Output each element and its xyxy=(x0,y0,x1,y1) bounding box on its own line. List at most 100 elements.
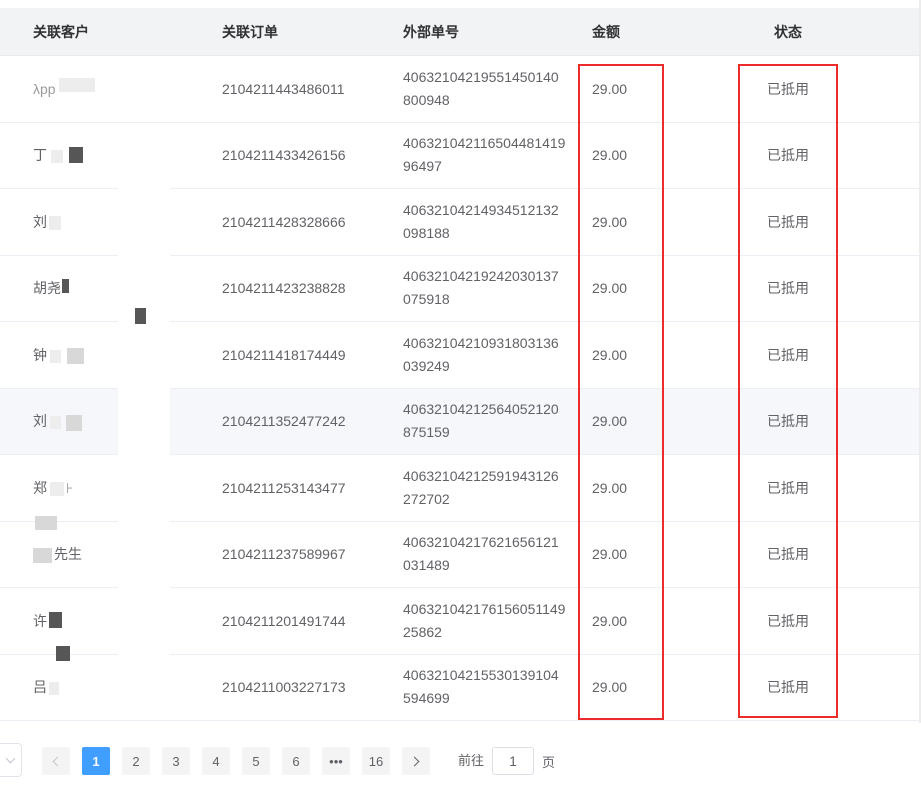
annotation-box-status xyxy=(738,64,838,718)
customer-cell: 胡尧 xyxy=(0,256,189,324)
table-row: 胡尧 2104211423238828 40632104219242030137… xyxy=(0,256,921,324)
amount-cell: 29.00 xyxy=(559,388,655,455)
customer-cell: 丁 xyxy=(0,123,189,189)
external-no-line2: 875159 xyxy=(403,424,450,441)
next-page-button[interactable] xyxy=(402,747,430,775)
redaction-block xyxy=(135,307,146,324)
customer-name-partial: ⊦ xyxy=(66,479,74,496)
redaction-block xyxy=(50,416,61,430)
order-cell: 2104211418174449 xyxy=(189,322,370,389)
prev-page-button[interactable] xyxy=(42,747,70,775)
status-cell: 已抵用 xyxy=(655,123,921,189)
page-size-select[interactable] xyxy=(0,743,22,777)
right-edge-divider xyxy=(919,0,921,723)
external-no-line2: 25862 xyxy=(403,623,442,640)
external-no-line1: 40632104219551450140 xyxy=(403,68,559,85)
status-cell: 已抵用 xyxy=(655,455,921,522)
external-no-line1: 40632104214934512132 xyxy=(403,201,559,218)
order-cell: 2104211428328666 xyxy=(189,189,370,256)
external-no-cell: 40632104215530139104 594699 xyxy=(370,655,559,721)
external-no-cell: 406321042116504481419 96497 xyxy=(370,123,566,189)
table-row: 丁 2104211433426156 406321042116504481419… xyxy=(0,123,921,189)
amount-cell: 29.00 xyxy=(559,123,655,189)
external-no-cell: 406321042176156051149 25862 xyxy=(370,588,566,655)
table-row: 先生 2104211237589967 40632104217621656121… xyxy=(0,522,921,588)
table-header-row: 关联客户 关联订单 外部单号 金额 状态 xyxy=(0,8,921,56)
status-cell: 已抵用 xyxy=(655,388,921,455)
external-no-line1: 406321042116504481419 xyxy=(403,135,566,152)
status-cell: 已抵用 xyxy=(655,655,921,721)
table-row: 吕 2104211003227173 40632104215530139104 … xyxy=(0,655,921,721)
chevron-down-icon xyxy=(5,753,16,764)
external-no-line1: 40632104219242030137 xyxy=(403,268,559,285)
table-row: 许 2104211201491744 406321042176156051149… xyxy=(0,588,921,661)
amount-cell: 29.00 xyxy=(559,189,655,256)
customer-name: λpp xyxy=(33,80,56,97)
external-no-cell: 40632104210931803136 039249 xyxy=(370,322,559,389)
redaction-block xyxy=(50,482,64,497)
external-no-line2: 031489 xyxy=(403,557,450,574)
order-cell: 2104211003227173 xyxy=(189,655,370,721)
page-button-1[interactable]: 1 xyxy=(82,747,110,775)
table-row: 刘 2104211428328666 40632104214934512132 … xyxy=(0,189,921,256)
chevron-left-icon xyxy=(52,756,63,766)
customer-name: 刘 xyxy=(33,413,47,430)
external-no-line1: 40632104210931803136 xyxy=(403,334,559,351)
redaction-block xyxy=(33,548,52,564)
status-cell: 已抵用 xyxy=(655,322,921,389)
redaction-block xyxy=(62,278,69,293)
page-button-3[interactable]: 3 xyxy=(162,747,190,775)
customer-cell: 钟 xyxy=(0,322,189,389)
col-header-status: 状态 xyxy=(655,8,921,56)
order-cell: 2104211237589967 xyxy=(189,522,370,588)
censor-strip xyxy=(118,126,170,701)
external-no-cell: 40632104217621656121 031489 xyxy=(370,522,559,588)
page-button-4[interactable]: 4 xyxy=(202,747,230,775)
redaction-block xyxy=(56,646,70,661)
amount-cell: 29.00 xyxy=(559,588,655,655)
col-header-customer: 关联客户 xyxy=(0,8,189,56)
external-no-line2: 594699 xyxy=(403,690,450,707)
page-button-5[interactable]: 5 xyxy=(242,747,270,775)
external-no-line2: 039249 xyxy=(403,357,450,374)
page-unit-label: 页 xyxy=(542,754,556,770)
redaction-block xyxy=(66,414,82,431)
page-button-2[interactable]: 2 xyxy=(122,747,150,775)
annotation-box-amount xyxy=(578,64,664,720)
customer-name: 许 xyxy=(33,612,47,629)
page-button-6[interactable]: 6 xyxy=(282,747,310,775)
page-button-16[interactable]: 16 xyxy=(362,747,390,775)
goto-page-input[interactable] xyxy=(492,747,535,775)
amount-cell: 29.00 xyxy=(559,322,655,389)
customer-name: 钟 xyxy=(33,346,47,363)
status-cell: 已抵用 xyxy=(655,56,921,123)
customer-cell: 许 xyxy=(0,588,189,661)
customer-name: 丁 xyxy=(33,147,47,164)
status-cell: 已抵用 xyxy=(655,522,921,588)
order-cell: 2104211433426156 xyxy=(189,123,370,189)
redaction-block xyxy=(35,516,57,530)
customer-cell: 刘 xyxy=(0,189,189,256)
redaction-block xyxy=(51,150,63,164)
more-pages-button[interactable]: ••• xyxy=(322,747,350,775)
redaction-block xyxy=(49,216,61,231)
amount-cell: 29.00 xyxy=(559,56,655,123)
external-no-line2: 098188 xyxy=(403,224,450,241)
status-cell: 已抵用 xyxy=(655,256,921,322)
external-no-line1: 406321042176156051149 xyxy=(403,600,566,617)
external-no-cell: 40632104212591943126 272702 xyxy=(370,455,559,522)
customer-cell: 郑 ⊦ xyxy=(0,455,189,530)
order-cell: 2104211201491744 xyxy=(189,588,370,655)
external-no-cell: 40632104212564052120 875159 xyxy=(370,388,559,455)
redaction-block xyxy=(67,348,84,365)
redaction-block xyxy=(50,349,61,363)
col-header-amount: 金额 xyxy=(559,8,655,56)
external-no-line1: 40632104212564052120 xyxy=(403,401,559,418)
table-row: λpp 2104211443486011 4063210421955145014… xyxy=(0,56,921,123)
external-no-cell: 40632104219551450140 800948 xyxy=(370,56,559,123)
chevron-right-icon xyxy=(409,756,420,766)
amount-cell: 29.00 xyxy=(559,455,655,522)
amount-cell: 29.00 xyxy=(559,655,655,721)
order-cell: 2104211352477242 xyxy=(189,388,370,455)
redaction-block xyxy=(69,146,83,163)
